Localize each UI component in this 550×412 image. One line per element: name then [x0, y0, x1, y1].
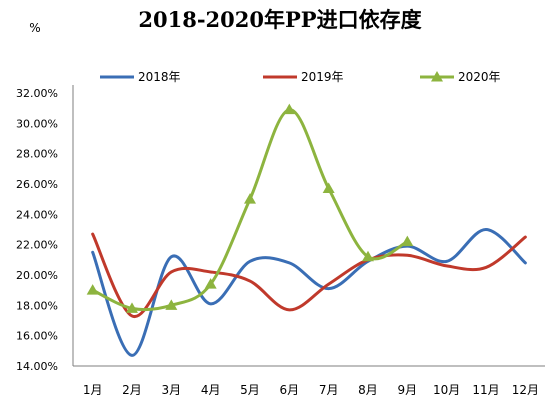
x-tick-label: 6月	[280, 383, 300, 397]
x-tick-label: 7月	[319, 383, 339, 397]
x-tick-label: 9月	[398, 383, 418, 397]
y-axis-tick-labels: 14.00% 16.00% 18.00% 20.00% 22.00% 24.00% 26.0…	[16, 87, 58, 373]
series-group	[86, 103, 527, 357]
series-line	[91, 227, 527, 357]
y-tick-label: 24.00%	[16, 208, 58, 221]
y-unit-label: %	[29, 21, 40, 35]
x-tick-label: 12月	[512, 383, 539, 397]
legend-item: 2020年	[420, 70, 501, 84]
legend-label: 2020年	[458, 70, 501, 84]
legend-label: 2019年	[301, 70, 344, 84]
series-line	[91, 108, 409, 312]
data-point-marker	[283, 103, 296, 115]
y-tick-label: 22.00%	[16, 239, 58, 252]
legend: 2018年 2019年 2020年	[100, 70, 501, 84]
data-point-marker	[362, 250, 374, 262]
y-tick-label: 20.00%	[16, 269, 58, 282]
data-point-marker	[244, 193, 256, 204]
data-point-marker	[86, 284, 99, 295]
y-tick-label: 28.00%	[16, 148, 58, 161]
x-tick-label: 5月	[240, 383, 260, 397]
y-tick-label: 16.00%	[16, 330, 58, 343]
series-2020年	[86, 103, 414, 313]
y-tick-label: 32.00%	[16, 87, 58, 100]
legend-item: 2019年	[263, 70, 344, 84]
data-point-marker	[204, 278, 217, 289]
data-point-marker	[401, 235, 414, 247]
x-tick-label: 4月	[201, 383, 221, 397]
data-point-marker	[165, 299, 178, 310]
legend-marker	[431, 71, 443, 82]
legend-item: 2018年	[100, 70, 181, 84]
y-tick-label: 26.00%	[16, 178, 58, 191]
x-tick-label: 3月	[162, 383, 182, 397]
chart-title: 2018-2020年PP进口依存度	[138, 7, 421, 32]
y-tick-label: 18.00%	[16, 299, 58, 312]
series-2018年	[91, 227, 527, 357]
series-line	[91, 232, 527, 318]
y-tick-label: 14.00%	[16, 360, 58, 373]
data-point-marker	[126, 302, 138, 313]
x-tick-label: 1月	[83, 383, 103, 397]
axes	[72, 85, 545, 367]
x-tick-label: 2月	[122, 383, 142, 397]
x-tick-label: 10月	[433, 383, 460, 397]
x-tick-label: 8月	[358, 383, 378, 397]
x-tick-label: 11月	[472, 383, 499, 397]
series-2019年	[91, 232, 527, 318]
data-point-marker	[322, 182, 335, 194]
x-axis-tick-labels: 1月 2月 3月 4月 5月 6月 7月 8月 9月 10月 11月 12月	[83, 383, 539, 397]
y-tick-label: 30.00%	[16, 117, 58, 130]
legend-label: 2018年	[138, 70, 181, 84]
